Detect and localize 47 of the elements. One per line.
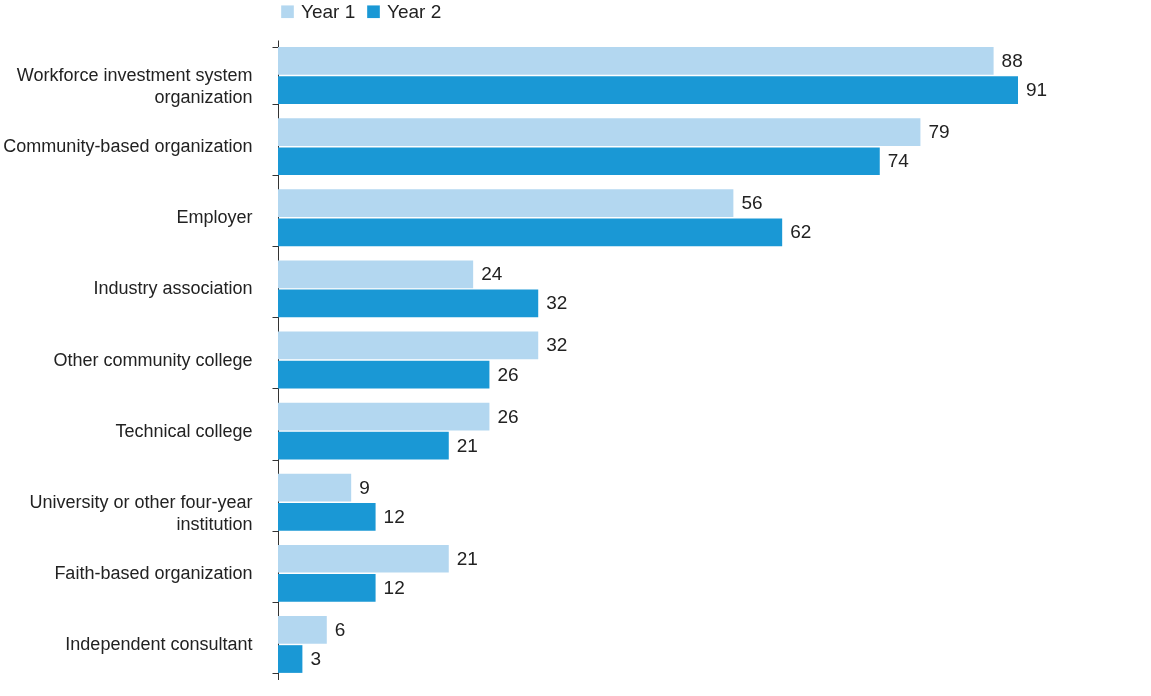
bar <box>278 289 539 318</box>
bar <box>278 118 921 146</box>
data-label: 56 <box>741 192 763 214</box>
bar <box>278 431 449 460</box>
legend-label: Year 1 <box>301 0 356 22</box>
data-label: 79 <box>928 121 950 143</box>
bar <box>278 218 783 247</box>
data-label: 62 <box>790 221 812 243</box>
bar <box>278 502 376 531</box>
bar <box>278 189 734 218</box>
bar <box>278 544 449 573</box>
data-label: 91 <box>1026 79 1048 101</box>
data-label: 26 <box>497 363 519 385</box>
bar <box>278 331 539 360</box>
legend-label: Year 2 <box>387 0 442 22</box>
bar <box>278 147 880 176</box>
data-label: 32 <box>546 334 568 356</box>
y-tick-label: University or other four-year institution <box>29 491 253 534</box>
data-label: 12 <box>383 505 405 527</box>
bar <box>278 360 490 389</box>
data-label: 21 <box>456 547 478 569</box>
data-label: 9 <box>359 476 370 498</box>
data-label: 74 <box>887 150 910 172</box>
y-tick-label: Workforce investment system organization <box>16 65 253 108</box>
bar <box>278 473 352 502</box>
data-label: 88 <box>1001 49 1023 71</box>
data-label: 26 <box>497 405 519 427</box>
bar <box>278 645 303 673</box>
y-tick-label: Faith-based organization <box>54 562 253 583</box>
y-tick-label: Other community college <box>53 349 253 370</box>
bar <box>278 260 474 289</box>
bar <box>278 574 376 602</box>
data-label: 12 <box>383 576 405 598</box>
data-label: 3 <box>310 648 321 670</box>
y-tick-label: Community-based organization <box>3 136 253 157</box>
y-tick-label: Employer <box>176 207 253 228</box>
bar <box>278 402 490 431</box>
bar <box>278 76 1018 104</box>
bar <box>278 616 327 644</box>
data-label: 32 <box>546 292 568 314</box>
data-label: 21 <box>456 434 478 456</box>
data-label: 6 <box>334 618 346 640</box>
y-tick-label: Industry association <box>93 278 253 299</box>
bar <box>278 47 994 75</box>
data-label: 24 <box>481 263 503 285</box>
y-tick-label: Independent consultant <box>65 633 253 654</box>
y-tick-label: Technical college <box>115 420 253 441</box>
